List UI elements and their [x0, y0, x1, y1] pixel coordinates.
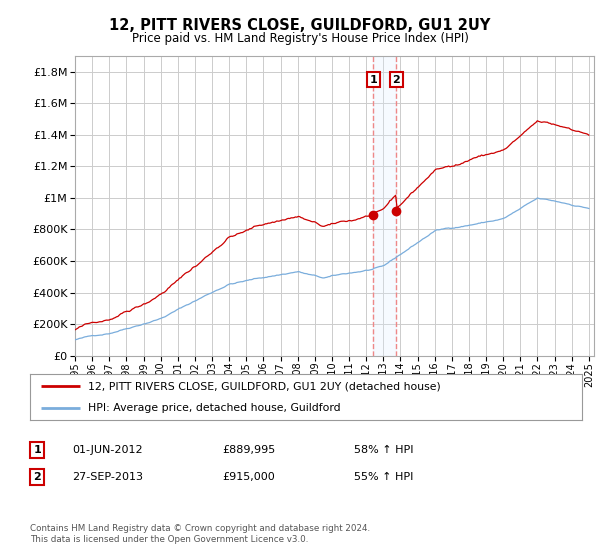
Text: 1: 1 — [370, 74, 377, 85]
Text: 12, PITT RIVERS CLOSE, GUILDFORD, GU1 2UY (detached house): 12, PITT RIVERS CLOSE, GUILDFORD, GU1 2U… — [88, 381, 441, 391]
Text: 01-JUN-2012: 01-JUN-2012 — [72, 445, 143, 455]
Text: 27-SEP-2013: 27-SEP-2013 — [72, 472, 143, 482]
Text: 58% ↑ HPI: 58% ↑ HPI — [354, 445, 413, 455]
Text: 1: 1 — [34, 445, 41, 455]
Text: £915,000: £915,000 — [222, 472, 275, 482]
Text: 2: 2 — [34, 472, 41, 482]
Text: Price paid vs. HM Land Registry's House Price Index (HPI): Price paid vs. HM Land Registry's House … — [131, 32, 469, 45]
Text: Contains HM Land Registry data © Crown copyright and database right 2024.
This d: Contains HM Land Registry data © Crown c… — [30, 524, 370, 544]
Text: £889,995: £889,995 — [222, 445, 275, 455]
Text: 2: 2 — [392, 74, 400, 85]
Text: 55% ↑ HPI: 55% ↑ HPI — [354, 472, 413, 482]
Bar — [373, 56, 396, 356]
Text: HPI: Average price, detached house, Guildford: HPI: Average price, detached house, Guil… — [88, 403, 341, 413]
Text: 12, PITT RIVERS CLOSE, GUILDFORD, GU1 2UY: 12, PITT RIVERS CLOSE, GUILDFORD, GU1 2U… — [109, 18, 491, 33]
